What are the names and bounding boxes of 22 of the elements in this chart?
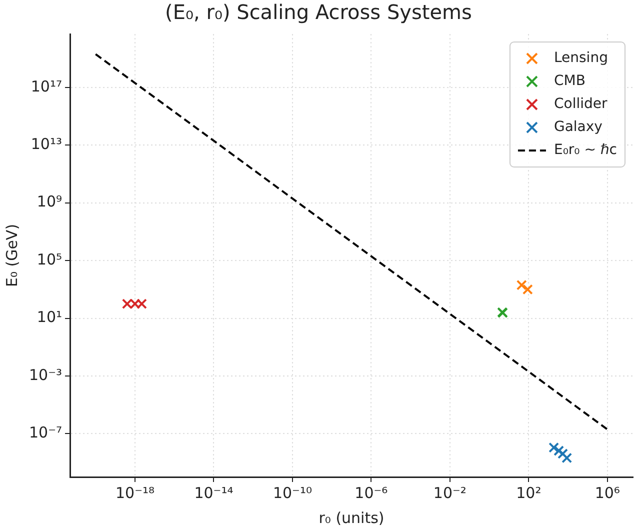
y-tick-label: 10¹³ [30, 134, 62, 153]
y-tick-label: 10⁻³ [28, 366, 62, 384]
x-axis-title: r₀ (units) [318, 508, 384, 527]
x-tick-label: 10⁻² [433, 484, 466, 502]
legend-label: CMB [554, 73, 586, 90]
x-tick-label: 10⁶ [594, 484, 620, 502]
x-tick-label: 10⁻⁶ [354, 484, 388, 502]
x-tick-label: 10⁻¹⁸ [115, 484, 155, 502]
y-tick-label: 10¹ [36, 308, 62, 326]
legend-label: E₀r₀ ∼ ℏc [554, 142, 618, 158]
y-tick-label: 10⁻⁷ [28, 424, 62, 442]
x-tick-label: 10⁻¹⁰ [272, 484, 312, 502]
y-axis-title: E₀ (GeV) [2, 224, 21, 288]
legend-label: Collider [554, 96, 608, 112]
x-tick-label: 10⁻¹⁴ [194, 484, 234, 502]
y-tick-label: 10⁹ [36, 192, 62, 211]
x-tick-label: 10² [516, 484, 542, 502]
y-tick-label: 10⁵ [36, 250, 62, 268]
legend-label: Lensing [554, 50, 608, 66]
y-tick-label: 10¹⁷ [30, 77, 62, 96]
chart-title: (E₀, r₀) Scaling Across Systems [165, 0, 472, 24]
legend-label: Galaxy [554, 119, 602, 136]
